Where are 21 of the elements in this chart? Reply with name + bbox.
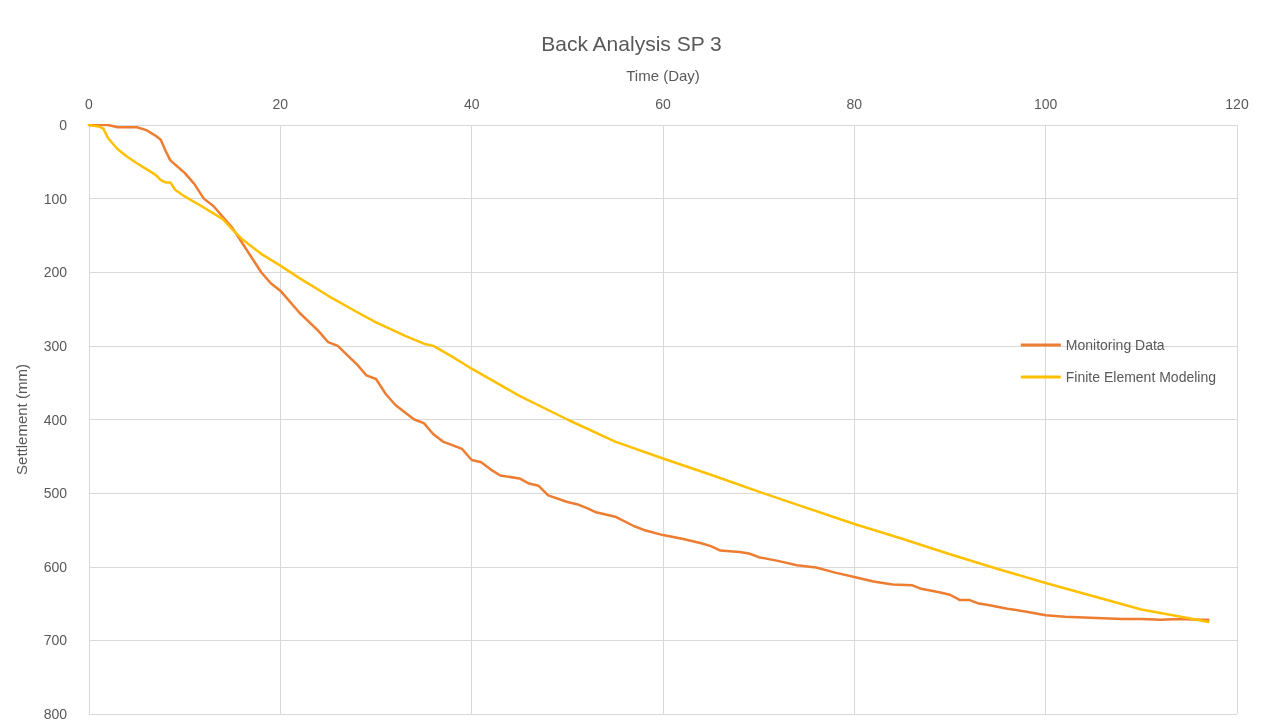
y-tick-label: 600 [43, 558, 68, 575]
x-tick-label: 120 [1225, 96, 1249, 112]
x-tick-label: 80 [846, 96, 863, 112]
y-tick-label: 500 [43, 485, 68, 502]
chart-title: Back Analysis SP 3 [541, 32, 722, 55]
x-tick-label: 20 [272, 96, 289, 112]
legend-label: Finite Element Modeling [1065, 369, 1216, 385]
y-axis-title: Settlement (mm) [13, 364, 30, 475]
y-tick-label: 400 [43, 411, 68, 428]
x-tick-label: 0 [85, 96, 94, 112]
y-tick-label: 200 [43, 264, 68, 281]
x-axis-title: Time (Day) [626, 67, 700, 84]
y-tick-label: 100 [43, 190, 68, 207]
x-tick-label: 60 [655, 96, 671, 112]
legend-label: Monitoring Data [1065, 337, 1165, 353]
x-tick-label: 40 [463, 96, 480, 112]
y-tick-label: 0 [59, 117, 68, 133]
y-tick-label: 800 [43, 706, 68, 722]
y-tick-label: 700 [43, 632, 68, 649]
x-tick-label: 100 [1033, 96, 1058, 112]
y-tick-label: 300 [43, 337, 68, 354]
